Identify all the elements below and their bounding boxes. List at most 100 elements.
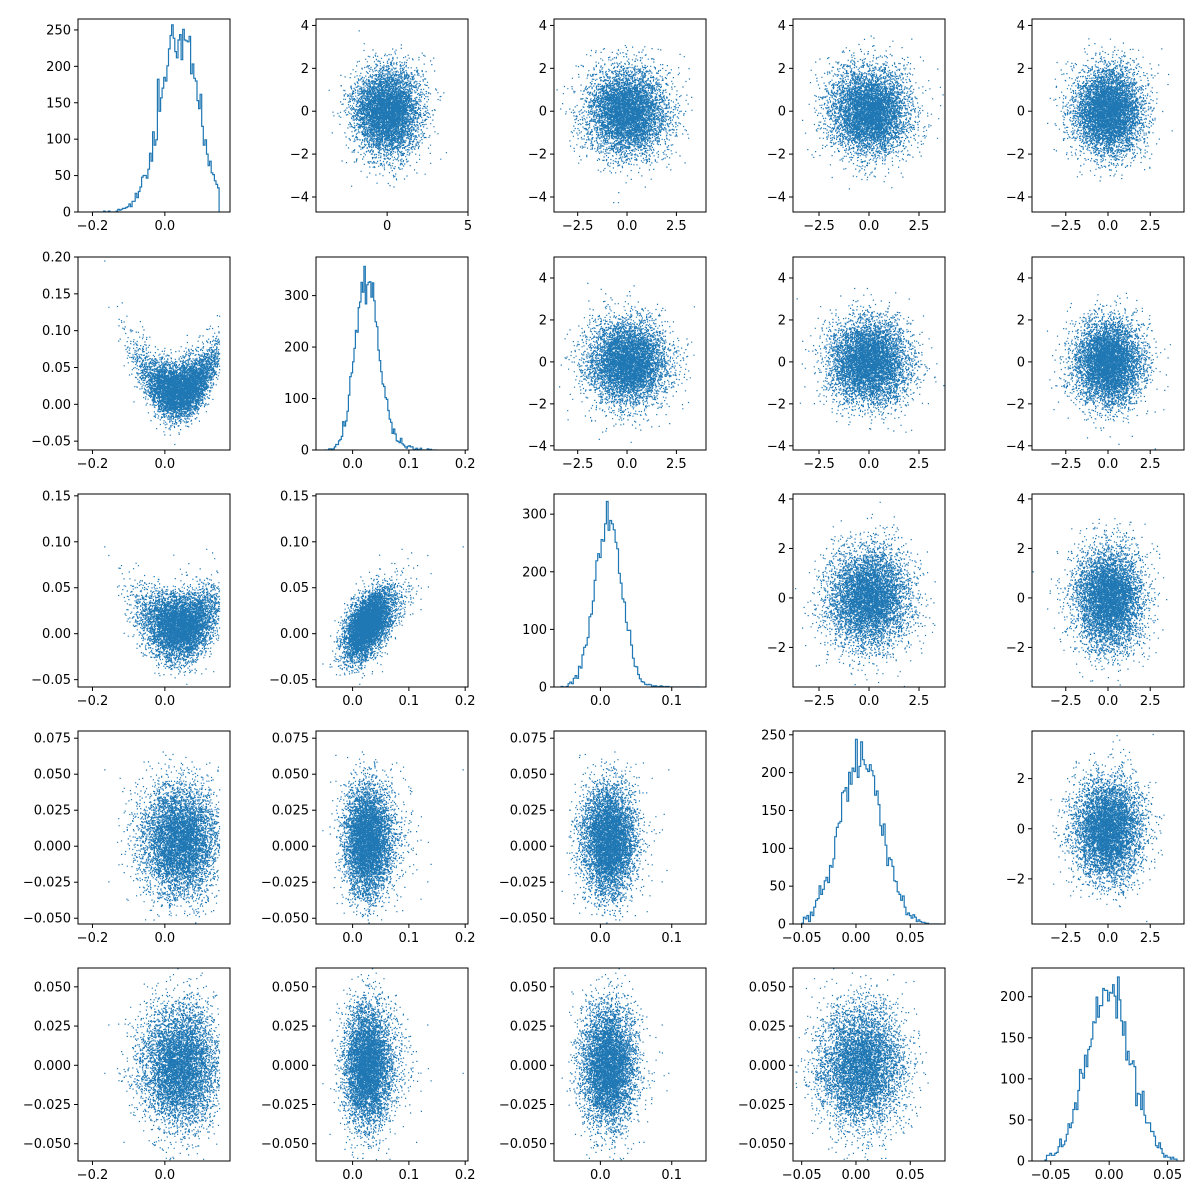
histogram-step xyxy=(560,500,701,687)
x-tick-label: 0.0 xyxy=(155,931,176,946)
subplot-r0-c0: −0.2 0.0 0 50 100 150 200 250 xyxy=(46,18,231,234)
x-tick-label: 2.5 xyxy=(1140,931,1161,946)
y-tick-label: 100 xyxy=(522,623,547,638)
subplot-r3-c1: 0.0 0.1 0.2 −0.050 −0.025 0.000 0.025 0.050 0.07… xyxy=(261,730,476,946)
x-tick-label: 0.1 xyxy=(661,1168,682,1183)
y-tick-label: 0.050 xyxy=(510,980,547,995)
x-tick-label: 2.5 xyxy=(909,457,930,472)
axes-frame xyxy=(553,967,707,1162)
scatter-points xyxy=(1032,518,1168,686)
y-tick-label: 2 xyxy=(778,62,786,77)
subplot-r4-c4: −0.05 0.00 0.05 0 50 100 150 200 xyxy=(1000,967,1185,1183)
x-tick-label: 0.1 xyxy=(661,694,682,709)
scatter-cloud xyxy=(556,44,693,204)
axes-frame xyxy=(792,730,946,925)
y-tick-label: 200 xyxy=(46,60,71,75)
y-tick-label: 50 xyxy=(54,169,71,184)
y-tick-label: 0.025 xyxy=(34,804,71,819)
y-tick-label: 0 xyxy=(778,918,786,933)
subplot-r4-c1: 0.0 0.1 0.2 −0.050 −0.025 0.000 0.025 0.050 xyxy=(261,967,476,1183)
x-tick-label: 0.0 xyxy=(342,931,363,946)
x-tick-label: −0.2 xyxy=(77,931,109,946)
x-tick-label: 0.05 xyxy=(896,1168,925,1183)
scatter-cloud xyxy=(1050,733,1165,923)
y-tick-label: −2 xyxy=(528,397,547,412)
scatter-cloud xyxy=(561,968,670,1161)
y-tick-label: 300 xyxy=(284,289,309,304)
y-tick-label: 0.025 xyxy=(272,804,309,819)
y-tick-label: 0 xyxy=(1017,355,1025,370)
y-tick-label: 4 xyxy=(1017,492,1025,507)
y-tick-label: 0.05 xyxy=(280,581,309,596)
y-tick-label: 2 xyxy=(1017,542,1025,557)
subplot-r2-c3: −2.5 0.0 2.5 −2 0 2 4 xyxy=(767,492,946,709)
y-tick-label: −0.025 xyxy=(261,1098,309,1113)
scatter-cloud xyxy=(795,501,936,687)
histogram-step xyxy=(1044,976,1178,1161)
subplot-r2-c2: 0.0 0.1 0 100 200 300 xyxy=(522,493,707,709)
histogram-marks xyxy=(560,500,701,687)
x-tick-label: 0.0 xyxy=(1098,694,1119,709)
y-tick-label: 0.050 xyxy=(272,768,309,783)
x-tick-label: 2.5 xyxy=(909,694,930,709)
histogram-marks xyxy=(801,738,941,924)
y-tick-label: 50 xyxy=(769,880,786,895)
x-tick-label: 0.2 xyxy=(455,931,476,946)
scatter-points xyxy=(795,501,936,687)
y-tick-label: 100 xyxy=(761,842,786,857)
axes-frame xyxy=(315,967,469,1162)
scatter-cloud xyxy=(561,751,670,924)
x-tick-label: 0.0 xyxy=(859,694,880,709)
y-tick-label: −0.025 xyxy=(23,876,71,891)
y-tick-label: 0.000 xyxy=(34,1059,71,1074)
y-tick-label: −4 xyxy=(1006,439,1025,454)
y-tick-label: 4 xyxy=(778,271,786,286)
y-tick-label: 0.025 xyxy=(34,1020,71,1035)
axes-frame xyxy=(792,967,946,1162)
subplot-r2-c4: −2.5 0.0 2.5 −2 0 2 4 xyxy=(1006,492,1185,709)
subplot-r2-c0: −0.2 0.0 −0.05 0.00 0.05 0.10 0.15 xyxy=(31,489,231,709)
y-tick-label: 200 xyxy=(1000,990,1025,1005)
y-tick-label: 0 xyxy=(1017,591,1025,606)
y-tick-label: 0.05 xyxy=(42,581,71,596)
x-tick-label: 0.0 xyxy=(590,694,611,709)
y-tick-label: 0 xyxy=(301,444,309,459)
y-tick-label: −0.050 xyxy=(23,912,71,927)
y-tick-label: −2 xyxy=(290,148,309,163)
x-tick-label: −0.2 xyxy=(77,219,109,234)
axes-frame xyxy=(315,18,469,213)
subplot-r0-c3: −2.5 0.0 2.5 −4 −2 0 2 4 xyxy=(767,18,946,234)
y-tick-label: 100 xyxy=(284,392,309,407)
x-tick-label: 2.5 xyxy=(666,219,687,234)
y-tick-label: 0 xyxy=(1017,105,1025,120)
y-tick-label: −0.025 xyxy=(499,876,547,891)
y-tick-label: 50 xyxy=(1008,1113,1025,1128)
x-tick-label: 0.0 xyxy=(859,457,880,472)
y-tick-label: −0.050 xyxy=(738,1137,786,1152)
scatter-points xyxy=(556,44,693,204)
y-tick-label: 150 xyxy=(46,96,71,111)
x-tick-label: 0.0 xyxy=(859,219,880,234)
x-tick-label: −0.05 xyxy=(782,931,822,946)
subplot-r3-c3: −0.05 0.00 0.05 0 50 100 150 200 250 xyxy=(761,728,946,946)
scatter-points xyxy=(328,30,447,188)
scatter-points xyxy=(1047,38,1173,182)
x-tick-label: 2.5 xyxy=(1140,457,1161,472)
scatter-cloud xyxy=(559,282,695,443)
axes-frame xyxy=(553,493,707,688)
x-tick-label: 0.0 xyxy=(155,219,176,234)
axes-frame xyxy=(315,493,469,688)
scatter-points xyxy=(322,968,464,1161)
y-tick-label: 100 xyxy=(1000,1072,1025,1087)
subplot-r3-c0: −0.2 0.0 −0.050 −0.025 0.000 0.025 0.050 0.075 xyxy=(23,730,231,946)
y-tick-label: −4 xyxy=(290,190,309,205)
x-tick-label: 0.2 xyxy=(455,694,476,709)
y-tick-label: 0.025 xyxy=(272,1020,309,1035)
x-tick-label: 0.0 xyxy=(617,457,638,472)
x-tick-label: −0.2 xyxy=(77,1168,109,1183)
y-tick-label: −2 xyxy=(1006,872,1025,887)
y-tick-label: 0.050 xyxy=(34,980,71,995)
y-tick-label: 0 xyxy=(301,105,309,120)
x-tick-label: 0.00 xyxy=(841,931,870,946)
y-tick-label: 0.10 xyxy=(280,535,309,550)
